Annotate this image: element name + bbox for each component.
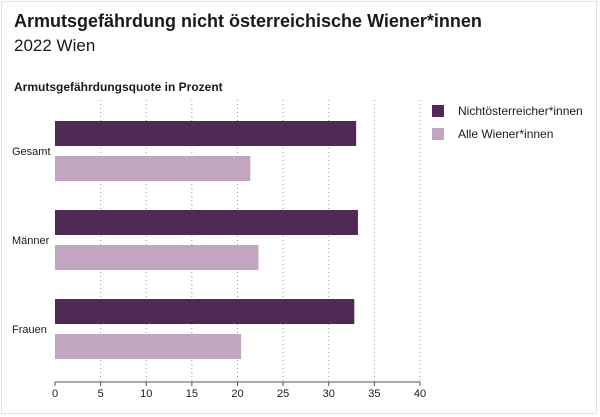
x-tick-label: 10 bbox=[140, 388, 152, 400]
legend: Nichtösterreicher*innen Alle Wiener*inne… bbox=[432, 101, 583, 147]
legend-swatch bbox=[432, 105, 444, 117]
x-tick-label: 5 bbox=[98, 388, 104, 400]
bar-frauen-series-2 bbox=[55, 334, 242, 359]
x-tick-label: 20 bbox=[231, 388, 243, 400]
legend-swatch bbox=[432, 128, 444, 140]
x-tick-label: 40 bbox=[414, 388, 426, 400]
x-tick-label: 0 bbox=[52, 388, 58, 400]
bar-gesamt-series-1 bbox=[55, 121, 357, 146]
legend-item-nichtoesterreicher: Nichtösterreicher*innen bbox=[432, 101, 583, 121]
bar-männer-series-2 bbox=[55, 245, 259, 270]
category-label: Gesamt bbox=[12, 146, 51, 158]
legend-label: Nichtösterreicher*innen bbox=[458, 104, 583, 118]
legend-item-alle-wiener: Alle Wiener*innen bbox=[432, 124, 583, 144]
x-tick-label: 35 bbox=[368, 388, 380, 400]
x-tick-label: 25 bbox=[277, 388, 289, 400]
x-tick-label: 15 bbox=[186, 388, 198, 400]
bar-frauen-series-1 bbox=[55, 299, 355, 324]
x-tick-label: 30 bbox=[323, 388, 335, 400]
value-axis-title: Armutsgefährdungsquote in Prozent bbox=[14, 80, 223, 94]
bar-gesamt-series-2 bbox=[55, 156, 251, 181]
legend-label: Alle Wiener*innen bbox=[458, 127, 554, 141]
chart-subtitle: 2022 Wien bbox=[14, 36, 96, 55]
category-label: Männer bbox=[12, 235, 50, 247]
bar-männer-series-1 bbox=[55, 210, 358, 235]
category-label: Frauen bbox=[12, 324, 47, 336]
chart-title: Armutsgefährdung nicht österreichische W… bbox=[14, 11, 482, 31]
